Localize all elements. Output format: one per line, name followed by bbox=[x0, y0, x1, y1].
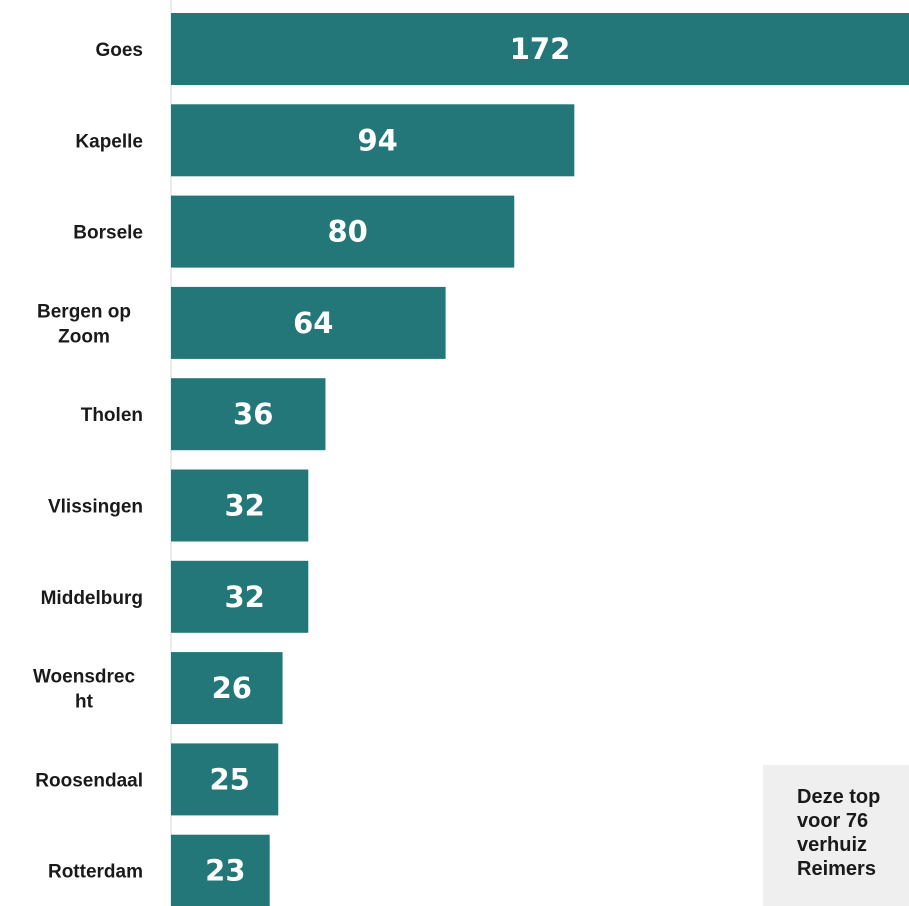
bar bbox=[171, 286, 446, 359]
data-label: 26 bbox=[212, 671, 252, 705]
data-label: 25 bbox=[209, 762, 249, 796]
note-box: Deze top voor 76 verhuiz Reimers bbox=[763, 765, 909, 906]
data-label: 94 bbox=[357, 123, 397, 157]
bar bbox=[171, 834, 270, 906]
category-tick-label: Vlissingen bbox=[48, 497, 143, 518]
data-label: 36 bbox=[233, 397, 273, 431]
category-tick-label: Woensdrec bbox=[33, 667, 136, 688]
category-tick-label: Kapelle bbox=[75, 131, 143, 152]
category-tick-label: Goes bbox=[95, 40, 143, 61]
bar bbox=[171, 743, 279, 816]
note-line-2: voor 76 bbox=[797, 810, 869, 832]
bar bbox=[171, 652, 283, 725]
category-tick-label: Middelburg bbox=[41, 588, 143, 609]
category-tick-label: ht bbox=[75, 692, 94, 713]
data-label: 172 bbox=[510, 32, 571, 66]
bar bbox=[171, 469, 309, 542]
data-label: 32 bbox=[224, 580, 264, 614]
category-tick-label: Zoom bbox=[58, 326, 110, 347]
category-tick-label: Rotterdam bbox=[48, 862, 143, 883]
category-tick-label: Bergen op bbox=[37, 301, 131, 322]
note-line-3: verhuiz bbox=[797, 834, 868, 856]
bar bbox=[171, 560, 309, 633]
category-tick-label: Borsele bbox=[73, 223, 143, 244]
data-label: 64 bbox=[293, 306, 333, 340]
bar bbox=[171, 378, 326, 451]
bar bbox=[171, 13, 909, 85]
note-line-1: Deze top bbox=[797, 786, 881, 808]
note-line-4: Reimers bbox=[797, 858, 876, 880]
bar bbox=[171, 104, 575, 177]
data-label: 80 bbox=[327, 215, 367, 249]
category-tick-label: Tholen bbox=[81, 405, 143, 426]
data-label: 32 bbox=[224, 489, 264, 523]
bar bbox=[171, 195, 515, 268]
category-tick-label: Roosendaal bbox=[35, 770, 143, 791]
data-label: 23 bbox=[205, 854, 245, 888]
